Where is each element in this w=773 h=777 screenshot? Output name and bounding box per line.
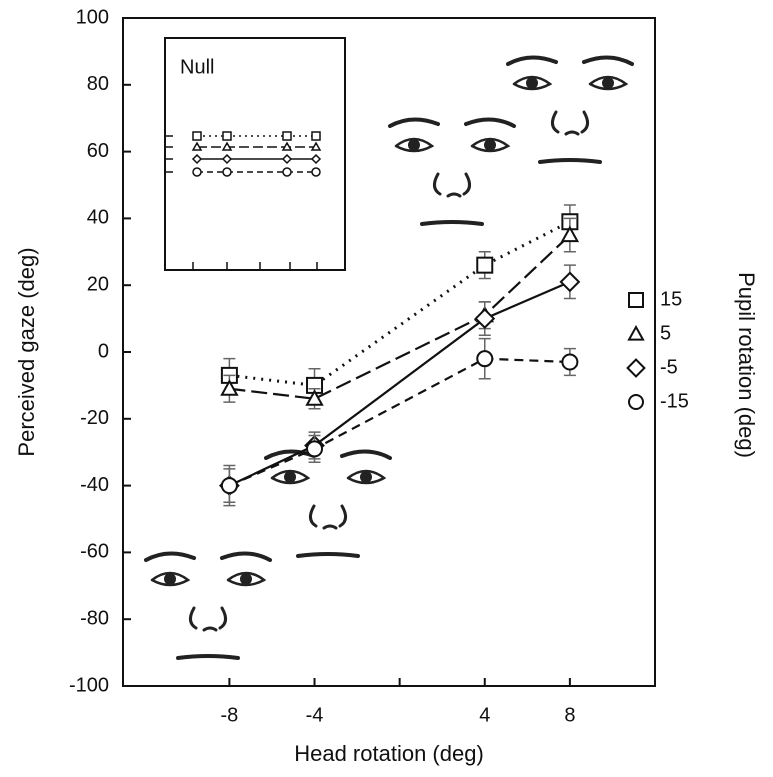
legend-label: 5 [660, 322, 671, 344]
inset: Null [164, 37, 346, 271]
marker [476, 256, 494, 274]
series-line [228, 357, 570, 487]
x-tick-label: 8 [564, 704, 575, 726]
marker [220, 379, 239, 396]
x-tick-label: -8 [221, 704, 239, 726]
y-tick-label: -40 [80, 474, 109, 496]
x-tick-label: -4 [306, 704, 324, 726]
legend-marker [626, 358, 646, 378]
legend-label: -15 [660, 390, 689, 412]
y-tick-label: 80 [87, 73, 109, 95]
inset-title: Null [180, 56, 214, 78]
legend-marker [627, 324, 645, 341]
marker [559, 271, 581, 293]
marker [561, 353, 579, 371]
series-line [228, 280, 571, 487]
y-tick-label: -20 [80, 407, 109, 429]
marker [220, 477, 238, 495]
legend-marker [628, 292, 644, 308]
legend-marker [628, 394, 644, 410]
marker [306, 440, 324, 458]
y-axis-label: Perceived gaze (deg) [14, 247, 39, 456]
y-tick-label: 20 [87, 273, 109, 295]
marker [305, 389, 324, 406]
y-tick-label: -80 [80, 607, 109, 629]
y-tick-label: 0 [98, 340, 109, 362]
legend-label: 15 [660, 288, 682, 310]
marker [560, 225, 580, 243]
marker [476, 350, 494, 368]
x-tick-label: 4 [479, 704, 490, 726]
y-tick-label: 100 [76, 6, 109, 28]
y-tick-label: 60 [87, 140, 109, 162]
y-tick-label: -100 [69, 674, 109, 696]
legend-title: Pupil rotation (deg) [734, 272, 759, 458]
x-axis-label: Head rotation (deg) [294, 741, 484, 766]
y-tick-label: 40 [87, 207, 109, 229]
legend-label: -5 [660, 356, 678, 378]
series-line [229, 234, 571, 400]
marker [474, 308, 496, 330]
y-tick-label: -60 [80, 541, 109, 563]
